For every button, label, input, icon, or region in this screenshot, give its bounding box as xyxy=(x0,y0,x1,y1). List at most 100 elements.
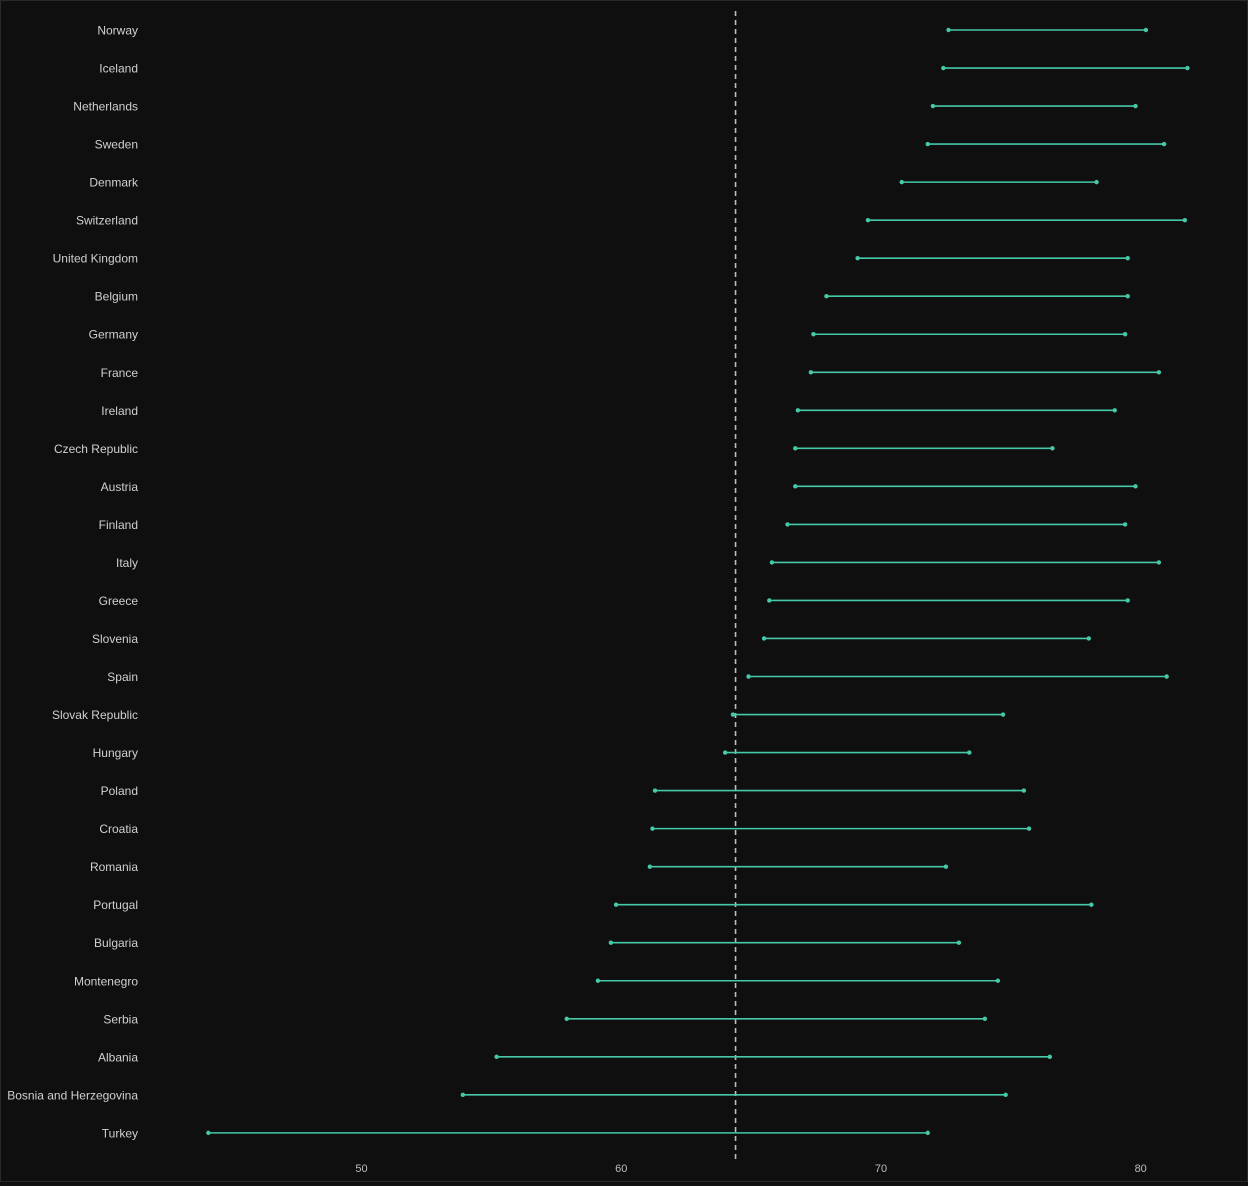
chart-row: Czech Republic xyxy=(54,442,1055,456)
row-label: Romania xyxy=(90,860,138,874)
chart-row: Turkey xyxy=(102,1126,930,1140)
start-point xyxy=(722,750,728,755)
end-point xyxy=(1086,636,1091,641)
row-label: Greece xyxy=(99,594,139,608)
end-point xyxy=(1122,522,1128,527)
chart-row: Germany xyxy=(89,328,1128,342)
row-label: Turkey xyxy=(102,1126,138,1140)
chart-row: Hungary xyxy=(93,746,972,760)
end-point xyxy=(1026,826,1032,831)
end-point xyxy=(1164,674,1169,679)
row-label: Albania xyxy=(98,1050,138,1064)
row-label: Switzerland xyxy=(76,214,138,228)
start-point xyxy=(746,674,751,679)
chart-row: Iceland xyxy=(99,62,1190,76)
start-point xyxy=(899,179,904,185)
row-label: Spain xyxy=(107,670,138,684)
row-label: Serbia xyxy=(103,1012,138,1026)
row-label: Belgium xyxy=(95,290,138,304)
start-point xyxy=(769,560,775,565)
row-label: Slovenia xyxy=(92,632,138,646)
chart-row: Bulgaria xyxy=(94,936,962,950)
end-point xyxy=(1047,1054,1052,1060)
end-point xyxy=(1156,560,1162,565)
chart-row: Greece xyxy=(99,594,1130,608)
end-point xyxy=(1125,294,1130,299)
start-point xyxy=(564,1016,569,1021)
row-label: Hungary xyxy=(93,746,138,760)
end-point xyxy=(1089,902,1094,907)
row-label: United Kingdom xyxy=(53,252,138,266)
end-point xyxy=(1133,103,1138,109)
chart-row: Spain xyxy=(107,670,1169,684)
start-point xyxy=(946,27,951,33)
start-point xyxy=(730,712,736,717)
start-point xyxy=(767,598,772,603)
rows-layer: Norway Iceland Netherlands Sweden Denmark Swi… xyxy=(7,24,1190,1140)
x-tick-label: 70 xyxy=(875,1163,887,1175)
chart-row: Slovenia xyxy=(92,632,1091,646)
start-point xyxy=(925,141,930,147)
end-point xyxy=(1000,712,1006,717)
start-point xyxy=(941,65,946,71)
start-point xyxy=(795,408,801,413)
chart-row: Italy xyxy=(116,556,1162,570)
end-point xyxy=(1156,370,1162,375)
chart-row: Bosnia and Herzegovina xyxy=(7,1088,1008,1102)
end-point xyxy=(1125,598,1130,603)
start-point xyxy=(793,446,798,451)
start-point xyxy=(808,370,814,375)
end-point xyxy=(982,1016,988,1021)
chart-row: Slovak Republic xyxy=(52,708,1006,722)
end-point xyxy=(1003,1092,1008,1098)
start-point xyxy=(793,484,798,489)
row-label: Italy xyxy=(116,556,138,570)
chart-row: Serbia xyxy=(103,1012,988,1026)
chart-row: Austria xyxy=(101,480,1138,494)
chart-row: Romania xyxy=(90,860,949,874)
start-point xyxy=(855,255,860,261)
end-point xyxy=(1112,408,1117,413)
start-point xyxy=(608,940,614,945)
end-point xyxy=(1185,65,1190,71)
chart-row: Netherlands xyxy=(73,100,1138,114)
end-point xyxy=(1133,484,1138,489)
row-label: Bosnia and Herzegovina xyxy=(7,1088,138,1102)
row-label: Montenegro xyxy=(74,974,138,988)
end-point xyxy=(1125,255,1130,261)
row-label: Denmark xyxy=(89,176,139,190)
start-point xyxy=(595,978,601,983)
chart-row: Montenegro xyxy=(74,974,1001,988)
chart-row: Belgium xyxy=(95,290,1130,304)
chart-row: Portugal xyxy=(93,898,1094,912)
end-point xyxy=(943,864,949,869)
end-point xyxy=(1021,788,1027,793)
chart-row: Poland xyxy=(101,784,1027,798)
row-label: Germany xyxy=(89,328,138,342)
row-label: France xyxy=(101,366,139,380)
row-label: Slovak Republic xyxy=(52,708,138,722)
chart-row: Denmark xyxy=(89,176,1099,190)
chart-row: Switzerland xyxy=(76,214,1188,228)
end-point xyxy=(1122,332,1128,337)
row-label: Poland xyxy=(101,784,138,798)
x-tick-label: 60 xyxy=(615,1163,627,1175)
start-point xyxy=(761,636,767,641)
start-point xyxy=(206,1130,211,1136)
row-label: Czech Republic xyxy=(54,442,138,456)
x-tick-label: 50 xyxy=(355,1163,367,1175)
row-label: Portugal xyxy=(93,898,138,912)
row-label: Ireland xyxy=(101,404,138,418)
start-point xyxy=(824,294,829,299)
row-label: Sweden xyxy=(95,138,138,152)
end-point xyxy=(1094,179,1099,185)
start-point xyxy=(652,788,658,793)
end-point xyxy=(1182,217,1188,223)
chart-row: Sweden xyxy=(95,138,1167,152)
start-point xyxy=(613,902,619,907)
end-point xyxy=(956,940,962,945)
end-point xyxy=(1050,446,1055,451)
chart-row: Finland xyxy=(99,518,1128,532)
chart-row: United Kingdom xyxy=(53,252,1130,266)
